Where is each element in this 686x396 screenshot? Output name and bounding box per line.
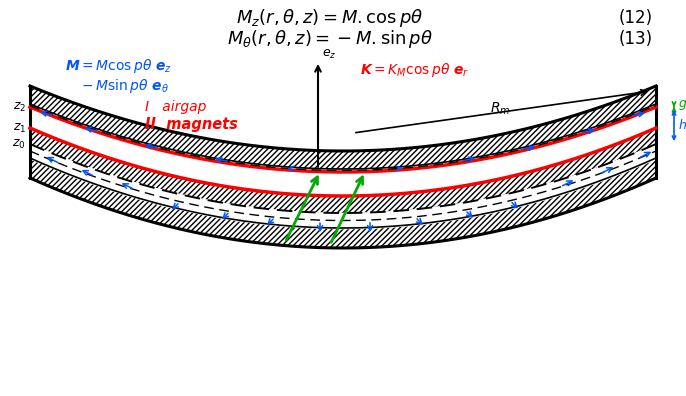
Text: $z_0$: $z_0$	[12, 137, 26, 150]
Text: $M_\theta(r,\theta,z) = -M.\sin p\theta$: $M_\theta(r,\theta,z) = -M.\sin p\theta$	[227, 28, 433, 50]
Text: $e_z$: $e_z$	[322, 48, 336, 61]
Text: (12): (12)	[619, 9, 653, 27]
Text: (13): (13)	[619, 30, 653, 48]
Text: $h_m$: $h_m$	[678, 118, 686, 133]
Text: $\boldsymbol{M} = M\cos p\theta\ \boldsymbol{e}_z$
$\ \ \ -M\sin p\theta\ \bolds: $\boldsymbol{M} = M\cos p\theta\ \boldsy…	[65, 57, 172, 95]
Text: $M_z(r,\theta,z) = M.\cos p\theta$: $M_z(r,\theta,z) = M.\cos p\theta$	[237, 7, 423, 29]
Text: I   airgap: I airgap	[145, 100, 206, 114]
Text: II  magnets: II magnets	[145, 117, 238, 132]
Text: $z_1$: $z_1$	[12, 122, 26, 135]
Text: $R_m$: $R_m$	[490, 101, 510, 117]
Text: $g$: $g$	[678, 99, 686, 112]
Text: $z_2$: $z_2$	[13, 101, 26, 114]
Text: $\boldsymbol{K} = K_M\cos p\theta\ \boldsymbol{e}_r$: $\boldsymbol{K} = K_M\cos p\theta\ \bold…	[360, 61, 469, 79]
